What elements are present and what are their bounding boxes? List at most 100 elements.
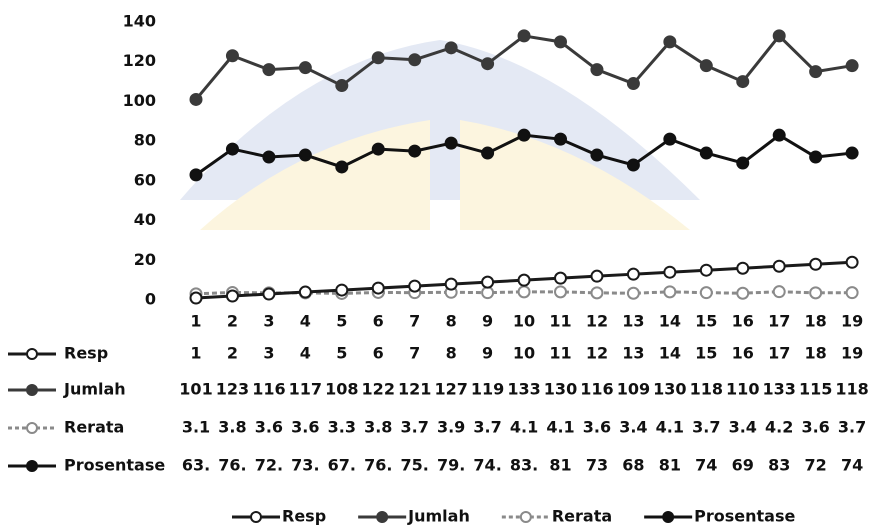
line-marker bbox=[847, 257, 858, 268]
line-marker bbox=[409, 281, 420, 292]
x-tick-label: 9 bbox=[482, 312, 493, 331]
table-cell: 13 bbox=[622, 344, 644, 363]
line-marker bbox=[555, 36, 566, 47]
legend-marker bbox=[27, 385, 37, 395]
line-marker bbox=[774, 286, 785, 297]
line-marker bbox=[555, 273, 566, 284]
line-marker bbox=[774, 261, 785, 272]
line-marker bbox=[628, 269, 639, 280]
line-marker bbox=[336, 80, 347, 91]
table-cell: 108 bbox=[325, 380, 358, 399]
table-cell: 69 bbox=[732, 456, 754, 475]
table-cell: 81 bbox=[659, 456, 681, 475]
line-marker bbox=[774, 130, 785, 141]
line-marker bbox=[300, 287, 311, 298]
table-cell: 3.4 bbox=[619, 418, 647, 437]
table-cell: 5 bbox=[336, 344, 347, 363]
legend-marker bbox=[663, 512, 673, 522]
legend-label: Jumlah bbox=[407, 507, 470, 526]
line-marker bbox=[519, 130, 530, 141]
x-tick-label: 1 bbox=[190, 312, 201, 331]
watermark bbox=[180, 40, 700, 230]
x-tick-label: 2 bbox=[227, 312, 238, 331]
line-marker bbox=[591, 271, 602, 282]
table-cell: 3.4 bbox=[729, 418, 757, 437]
line-marker bbox=[300, 150, 311, 161]
table-cell: 115 bbox=[799, 380, 832, 399]
table-cell: 81 bbox=[549, 456, 571, 475]
x-tick-label: 12 bbox=[586, 312, 608, 331]
line-marker bbox=[446, 138, 457, 149]
line-marker bbox=[446, 42, 457, 53]
line-marker bbox=[737, 157, 748, 168]
line-marker bbox=[591, 64, 602, 75]
line-marker bbox=[263, 152, 274, 163]
y-tick-label: 20 bbox=[134, 250, 156, 269]
table-cell: 3.3 bbox=[328, 418, 356, 437]
legend-marker bbox=[27, 461, 37, 471]
line-marker bbox=[519, 286, 530, 297]
table-cell: 3.7 bbox=[473, 418, 501, 437]
line-marker bbox=[591, 287, 602, 298]
line-marker bbox=[847, 287, 858, 298]
x-tick-label: 7 bbox=[409, 312, 420, 331]
line-marker bbox=[810, 259, 821, 270]
table-cell: 118 bbox=[835, 380, 868, 399]
line-marker bbox=[373, 144, 384, 155]
table-cell: 3.6 bbox=[291, 418, 319, 437]
table-cell: 74 bbox=[841, 456, 863, 475]
table-cell: 4.1 bbox=[510, 418, 538, 437]
table-cell: 2 bbox=[227, 344, 238, 363]
table-cell: 118 bbox=[690, 380, 723, 399]
line-marker bbox=[482, 277, 493, 288]
table-cell: 4.2 bbox=[765, 418, 793, 437]
row-header: Rerata bbox=[64, 418, 124, 437]
table-cell: 17 bbox=[768, 344, 790, 363]
line-marker bbox=[191, 293, 202, 304]
line-marker bbox=[664, 267, 675, 278]
table-cell: 101 bbox=[179, 380, 212, 399]
line-marker bbox=[628, 78, 639, 89]
legend-marker bbox=[27, 349, 37, 359]
line-marker bbox=[628, 288, 639, 299]
chart: 0204060801001201401234567891011121314151… bbox=[0, 0, 871, 527]
row-header: Jumlah bbox=[63, 380, 126, 399]
table-cell: 79. bbox=[437, 456, 465, 475]
line-marker bbox=[847, 60, 858, 71]
x-tick-label: 5 bbox=[336, 312, 347, 331]
line-marker bbox=[701, 287, 712, 298]
table-cell: 119 bbox=[471, 380, 504, 399]
x-tick-label: 6 bbox=[373, 312, 384, 331]
legend-label: Rerata bbox=[552, 507, 612, 526]
y-tick-label: 40 bbox=[134, 210, 156, 229]
table-cell: 76. bbox=[364, 456, 392, 475]
table-cell: 12 bbox=[586, 344, 608, 363]
table-cell: 18 bbox=[805, 344, 827, 363]
table-cell: 130 bbox=[653, 380, 686, 399]
line-marker bbox=[810, 66, 821, 77]
line-marker bbox=[227, 144, 238, 155]
table-cell: 76. bbox=[218, 456, 246, 475]
table-cell: 19 bbox=[841, 344, 863, 363]
line-marker bbox=[409, 54, 420, 65]
table-cell: 73 bbox=[586, 456, 608, 475]
table-cell: 6 bbox=[373, 344, 384, 363]
table-cell: 3.1 bbox=[182, 418, 210, 437]
table-cell: 110 bbox=[726, 380, 759, 399]
line-marker bbox=[664, 286, 675, 297]
line-marker bbox=[446, 279, 457, 290]
line-marker bbox=[555, 134, 566, 145]
line-marker bbox=[810, 152, 821, 163]
line-marker bbox=[263, 289, 274, 300]
table-cell: 130 bbox=[544, 380, 577, 399]
line-marker bbox=[409, 146, 420, 157]
table-cell: 83 bbox=[768, 456, 790, 475]
line-marker bbox=[774, 30, 785, 41]
line-marker bbox=[373, 283, 384, 294]
legend-label: Resp bbox=[282, 507, 326, 526]
table-cell: 127 bbox=[434, 380, 467, 399]
table-cell: 15 bbox=[695, 344, 717, 363]
y-tick-label: 100 bbox=[123, 91, 156, 110]
x-tick-label: 8 bbox=[446, 312, 457, 331]
table-cell: 72. bbox=[255, 456, 283, 475]
